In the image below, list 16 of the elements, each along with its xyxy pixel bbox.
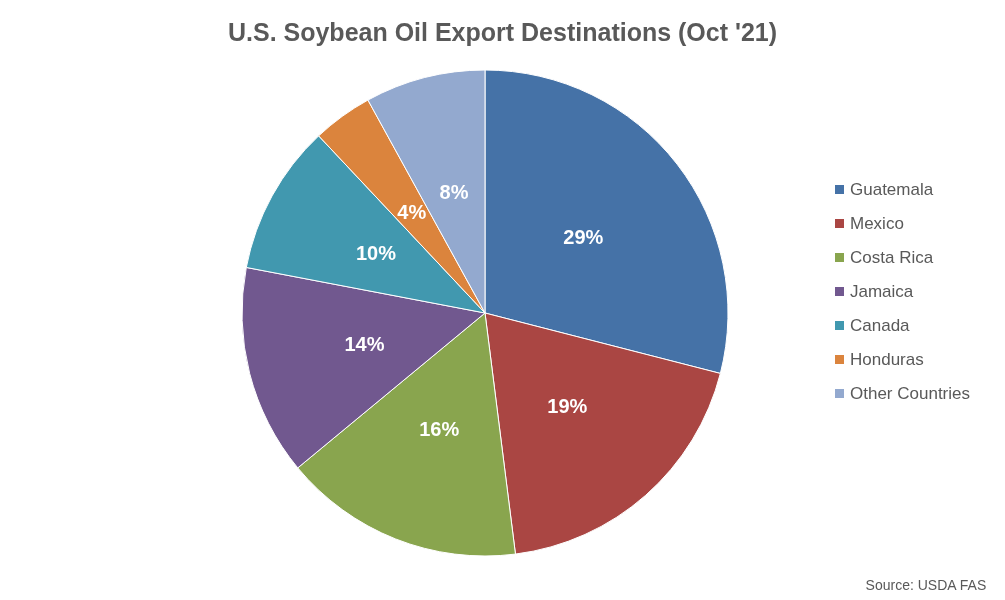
data-label: 16% — [419, 417, 460, 440]
data-label: 14% — [344, 332, 385, 355]
legend-label: Guatemala — [850, 180, 934, 199]
legend-label: Jamaica — [850, 282, 914, 301]
data-label: 8% — [439, 181, 469, 204]
legend-label: Mexico — [850, 214, 904, 233]
legend-label: Canada — [850, 316, 911, 335]
legend-label: Costa Rica — [850, 248, 934, 267]
data-label: 19% — [547, 395, 588, 418]
chart-title: U.S. Soybean Oil Export Destinations (Oct '21) — [227, 17, 778, 46]
data-label: 4% — [397, 201, 427, 224]
data-label: 29% — [563, 225, 604, 248]
data-label: 10% — [355, 242, 397, 265]
legend-label: Honduras — [850, 350, 924, 369]
source-note: Source: USDA FAS — [865, 577, 987, 593]
legend-label: Other Countries — [850, 384, 970, 403]
